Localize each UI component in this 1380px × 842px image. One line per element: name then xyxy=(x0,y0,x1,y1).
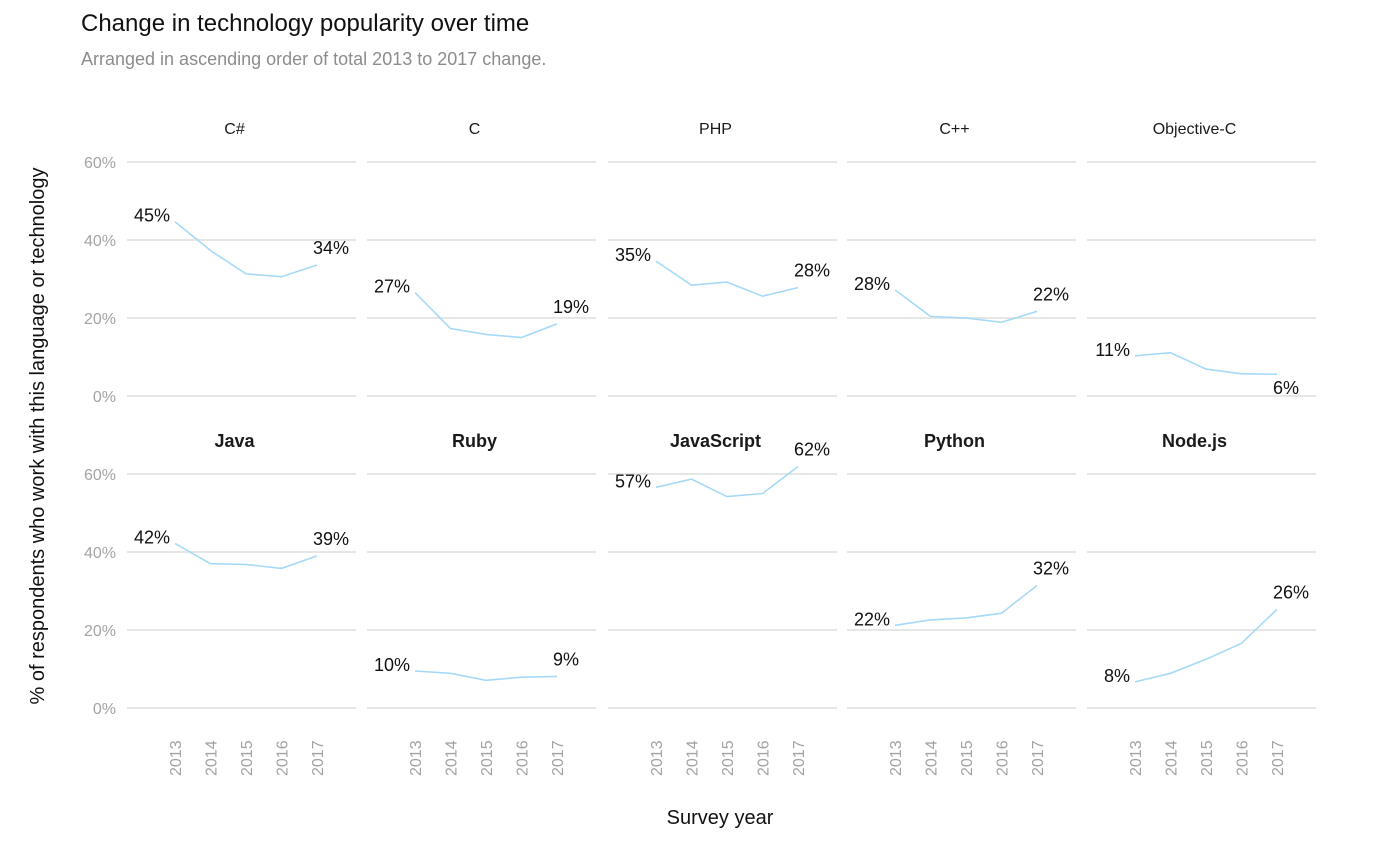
facet-title: C xyxy=(469,121,481,138)
series-line xyxy=(655,465,799,498)
start-value-label: 11% xyxy=(1095,340,1130,360)
x-tick-label: 2017 xyxy=(310,740,327,776)
start-value-label: 28% xyxy=(854,274,890,294)
facet-title: C# xyxy=(224,121,245,138)
x-tick-label: 2017 xyxy=(1030,740,1047,776)
end-value-label: 62% xyxy=(794,440,830,460)
y-tick-label: 20% xyxy=(84,623,116,640)
end-value-label: 22% xyxy=(1033,284,1069,304)
x-tick-label: 2015 xyxy=(479,740,496,776)
x-tick-label: 2016 xyxy=(275,740,292,776)
facet-title: Objective-C xyxy=(1153,121,1237,138)
series-line xyxy=(1134,351,1278,375)
x-tick-label: 2014 xyxy=(924,740,941,776)
y-tick-label: 0% xyxy=(93,701,116,718)
x-tick-label: 2016 xyxy=(995,740,1012,776)
end-value-label: 26% xyxy=(1273,582,1309,602)
x-tick-label: 2015 xyxy=(239,740,256,776)
facet-title: C++ xyxy=(939,121,969,138)
end-value-label: 19% xyxy=(553,297,589,317)
facet-panel: Node.js 8% 26% 2013 2014 2015 2016 2017 xyxy=(1087,431,1316,776)
x-tick-label: 2016 xyxy=(756,740,773,776)
x-tick-label: 2017 xyxy=(550,740,567,776)
facet-title: Ruby xyxy=(452,431,497,451)
start-value-label: 10% xyxy=(374,655,410,675)
x-tick-label: 2013 xyxy=(168,740,185,776)
x-tick-label: 2014 xyxy=(685,740,702,776)
y-tick-label: 40% xyxy=(84,233,116,250)
series-line xyxy=(414,292,558,339)
panels: 0% 20% 40% 60% 0% 20% 40% 60% C# 45% 34% C 27% 19% PHP… xyxy=(84,121,1316,776)
y-tick-label: 20% xyxy=(84,311,116,328)
series-line xyxy=(174,542,318,570)
end-value-label: 39% xyxy=(313,529,349,549)
x-tick-label: 2017 xyxy=(1270,740,1287,776)
series-line xyxy=(414,670,558,682)
x-tick-label: 2016 xyxy=(515,740,532,776)
y-axis-title: % of respondents who work with this lang… xyxy=(27,168,49,705)
chart-title: Change in technology popularity over tim… xyxy=(81,10,530,37)
end-value-label: 9% xyxy=(553,649,579,669)
start-value-label: 57% xyxy=(615,471,651,491)
y-tick-label: 0% xyxy=(93,389,116,406)
facet-title: Java xyxy=(214,431,255,451)
start-value-label: 35% xyxy=(615,245,651,265)
x-tick-label: 2015 xyxy=(720,740,737,776)
chart-subtitle: Arranged in ascending order of total 201… xyxy=(81,49,547,69)
x-tick-label: 2013 xyxy=(649,740,666,776)
x-axis-title: Survey year xyxy=(667,807,774,829)
end-value-label: 6% xyxy=(1273,378,1299,398)
facet-title: Node.js xyxy=(1162,431,1227,451)
facet-panel: PHP 35% 28% xyxy=(608,121,837,397)
y-tick-label: 60% xyxy=(84,467,116,484)
y-tick-label: 40% xyxy=(84,545,116,562)
facet-title: JavaScript xyxy=(670,431,761,451)
facet-panel: C# 45% 34% xyxy=(127,121,356,397)
end-value-label: 34% xyxy=(313,238,349,258)
x-tick-label: 2014 xyxy=(204,740,221,776)
series-line xyxy=(894,584,1038,627)
end-value-label: 32% xyxy=(1033,559,1069,579)
facet-panel: C 27% 19% xyxy=(367,121,596,397)
facet-panel: Python 22% 32% 2013 2014 2015 2016 2017 xyxy=(847,431,1076,776)
x-tick-label: 2013 xyxy=(888,740,905,776)
x-tick-label: 2015 xyxy=(959,740,976,776)
facet-panel: Java 42% 39% 2013 2014 2015 2016 2017 xyxy=(127,431,356,776)
start-value-label: 8% xyxy=(1104,666,1130,686)
facet-panel: Ruby 10% 9% 2013 2014 2015 2016 2017 xyxy=(367,431,596,776)
facet-title: PHP xyxy=(699,121,732,138)
x-tick-label: 2017 xyxy=(791,740,808,776)
facet-panel: Objective-C 11% 6% xyxy=(1087,121,1316,398)
start-value-label: 22% xyxy=(854,609,890,629)
start-value-label: 27% xyxy=(374,277,410,297)
y-tick-label: 60% xyxy=(84,155,116,172)
x-tick-label: 2015 xyxy=(1199,740,1216,776)
x-tick-label: 2014 xyxy=(1164,740,1181,776)
facet-panel: C++ 28% 22% xyxy=(847,121,1076,397)
x-tick-label: 2013 xyxy=(1128,740,1145,776)
start-value-label: 45% xyxy=(134,206,170,226)
series-line xyxy=(1134,608,1278,683)
series-line xyxy=(894,289,1038,324)
series-line xyxy=(174,221,318,278)
facet-title: Python xyxy=(924,431,985,451)
x-tick-label: 2014 xyxy=(444,740,461,776)
x-tick-label: 2016 xyxy=(1235,740,1252,776)
end-value-label: 28% xyxy=(794,261,830,281)
facet-panel: JavaScript 57% 62% 2013 2014 2015 2016 2017 xyxy=(608,431,837,776)
start-value-label: 42% xyxy=(134,527,170,547)
x-tick-label: 2013 xyxy=(408,740,425,776)
series-line xyxy=(655,260,799,298)
